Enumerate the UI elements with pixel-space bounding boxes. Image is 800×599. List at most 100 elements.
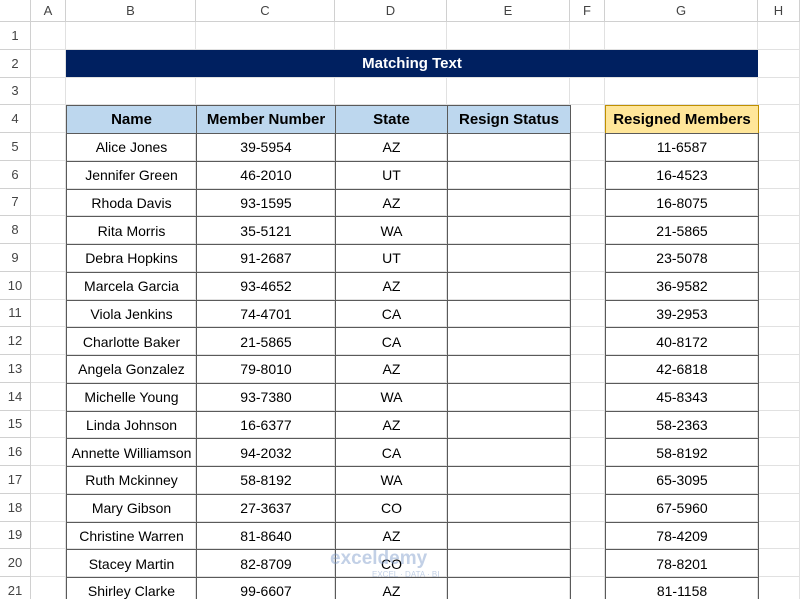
cell[interactable] xyxy=(605,188,758,217)
cell[interactable] xyxy=(758,577,800,599)
cell[interactable] xyxy=(447,244,570,272)
table-cell[interactable]: WA xyxy=(335,216,448,245)
row-header[interactable]: 8 xyxy=(0,216,31,244)
row-header[interactable]: 3 xyxy=(0,77,31,106)
cell[interactable] xyxy=(196,549,335,577)
cell[interactable] xyxy=(196,77,335,106)
row-header[interactable]: 2 xyxy=(0,49,31,78)
cell[interactable] xyxy=(447,438,570,466)
cell[interactable] xyxy=(570,160,605,189)
table-cell[interactable]: AZ xyxy=(335,577,448,599)
cell[interactable] xyxy=(66,271,196,300)
cell[interactable] xyxy=(31,410,66,439)
cell[interactable] xyxy=(196,521,335,550)
cell[interactable] xyxy=(605,466,758,494)
cell[interactable] xyxy=(196,299,335,328)
table-cell[interactable]: Marcela Garcia xyxy=(66,271,197,301)
cell[interactable] xyxy=(335,77,447,106)
row-header[interactable]: 21 xyxy=(0,577,31,599)
table-cell[interactable]: Angela Gonzalez xyxy=(66,355,197,384)
row-header[interactable]: 6 xyxy=(0,160,31,189)
cell[interactable] xyxy=(335,160,447,189)
cell[interactable] xyxy=(570,493,605,522)
cell[interactable] xyxy=(31,493,66,522)
cell[interactable] xyxy=(758,105,800,133)
cell[interactable] xyxy=(447,355,570,383)
table-cell[interactable]: Michelle Young xyxy=(66,382,197,412)
resigned-cell[interactable]: 40-8172 xyxy=(605,327,759,356)
cell[interactable] xyxy=(335,244,447,272)
table-cell[interactable]: AZ xyxy=(335,271,448,301)
cell[interactable] xyxy=(31,188,66,217)
table-cell[interactable] xyxy=(447,521,571,551)
cell[interactable] xyxy=(66,327,196,355)
column-header[interactable]: F xyxy=(570,0,605,22)
table-cell[interactable]: Alice Jones xyxy=(66,133,197,162)
cell[interactable] xyxy=(447,549,570,577)
resigned-cell[interactable]: 36-9582 xyxy=(605,271,759,301)
cell[interactable] xyxy=(570,355,605,383)
table-cell[interactable]: Rita Morris xyxy=(66,216,197,245)
cell[interactable] xyxy=(196,188,335,217)
cell[interactable] xyxy=(196,327,335,355)
table-cell[interactable]: 21-5865 xyxy=(196,327,336,356)
cell[interactable] xyxy=(335,327,447,355)
cell[interactable] xyxy=(31,105,66,133)
cell[interactable] xyxy=(31,77,66,106)
cell[interactable] xyxy=(570,577,605,599)
table-cell[interactable] xyxy=(447,299,571,329)
resigned-cell[interactable]: 58-8192 xyxy=(605,438,759,467)
cell[interactable] xyxy=(66,160,196,189)
cell[interactable] xyxy=(447,160,570,189)
cell[interactable] xyxy=(31,327,66,355)
cell[interactable] xyxy=(758,22,800,50)
column-header[interactable]: E xyxy=(447,0,570,22)
row-header[interactable]: 9 xyxy=(0,244,31,272)
table-cell[interactable]: 27-3637 xyxy=(196,493,336,523)
row-header[interactable]: 5 xyxy=(0,133,31,161)
cell[interactable] xyxy=(605,438,758,466)
cell[interactable] xyxy=(570,549,605,577)
cell[interactable] xyxy=(570,22,605,50)
table-cell[interactable]: 79-8010 xyxy=(196,355,336,384)
table-cell[interactable] xyxy=(447,216,571,245)
cell[interactable] xyxy=(66,493,196,522)
cell[interactable] xyxy=(66,22,196,50)
cell[interactable] xyxy=(758,493,800,522)
cell[interactable] xyxy=(758,244,800,272)
column-header[interactable]: D xyxy=(335,0,447,22)
cell[interactable] xyxy=(31,382,66,411)
table-cell[interactable]: WA xyxy=(335,382,448,412)
row-header[interactable]: 13 xyxy=(0,355,31,383)
cell[interactable] xyxy=(570,410,605,439)
table-cell[interactable] xyxy=(447,438,571,467)
cell[interactable] xyxy=(31,244,66,272)
cell[interactable] xyxy=(447,410,570,439)
cell[interactable] xyxy=(758,549,800,577)
cell[interactable] xyxy=(758,188,800,217)
table-cell[interactable]: Linda Johnson xyxy=(66,410,197,440)
table-cell[interactable]: CA xyxy=(335,327,448,356)
cell[interactable] xyxy=(605,22,758,50)
resigned-cell[interactable]: 39-2953 xyxy=(605,299,759,329)
cell[interactable] xyxy=(605,410,758,439)
cell[interactable] xyxy=(31,549,66,577)
table-cell[interactable]: Viola Jenkins xyxy=(66,299,197,329)
cell[interactable] xyxy=(570,244,605,272)
resigned-cell[interactable]: 23-5078 xyxy=(605,244,759,273)
cell[interactable] xyxy=(335,382,447,411)
table-cell[interactable]: Rhoda Davis xyxy=(66,188,197,218)
table-cell[interactable]: Charlotte Baker xyxy=(66,327,197,356)
cell[interactable] xyxy=(31,577,66,599)
cell[interactable] xyxy=(66,410,196,439)
cell[interactable] xyxy=(605,493,758,522)
row-header[interactable]: 17 xyxy=(0,466,31,494)
resigned-cell[interactable]: 65-3095 xyxy=(605,466,759,495)
cell[interactable] xyxy=(66,438,196,466)
cell[interactable] xyxy=(758,160,800,189)
table-cell[interactable] xyxy=(447,466,571,495)
table-cell[interactable] xyxy=(447,160,571,190)
table-cell[interactable] xyxy=(447,271,571,301)
cell[interactable] xyxy=(335,466,447,494)
column-header[interactable]: A xyxy=(31,0,66,22)
